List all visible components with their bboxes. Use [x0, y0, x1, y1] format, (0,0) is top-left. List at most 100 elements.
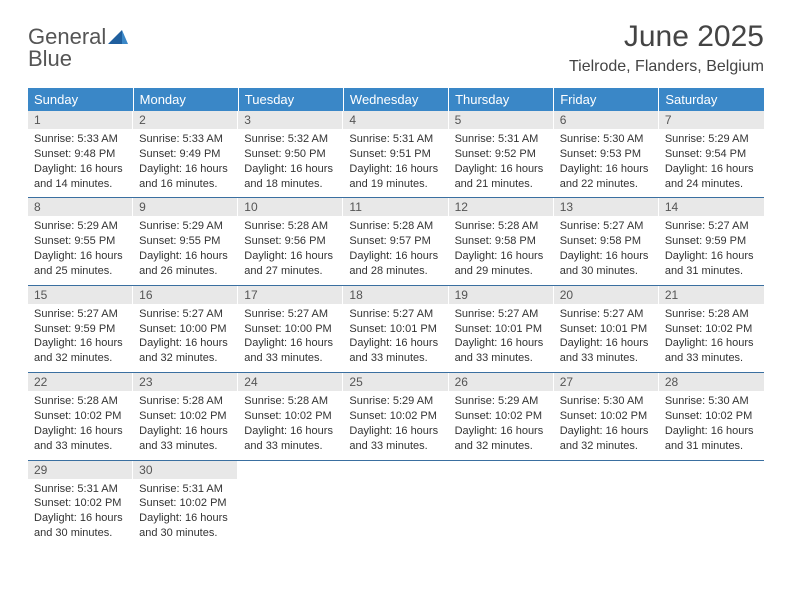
sunrise-text: Sunrise: 5:29 AM — [34, 219, 127, 234]
day-details: Sunrise: 5:31 AMSunset: 10:02 PMDaylight… — [133, 479, 238, 547]
daylight-line2: and 29 minutes. — [455, 264, 548, 279]
daylight-line2: and 33 minutes. — [560, 351, 653, 366]
sunset-text: Sunset: 9:52 PM — [455, 147, 548, 162]
location-text: Tielrode, Flanders, Belgium — [569, 58, 764, 76]
calendar-day-cell: 6Sunrise: 5:30 AMSunset: 9:53 PMDaylight… — [554, 111, 659, 198]
sunrise-text: Sunrise: 5:27 AM — [665, 219, 758, 234]
day-details: Sunrise: 5:27 AMSunset: 10:01 PMDaylight… — [449, 304, 554, 372]
day-number: 17 — [238, 286, 343, 304]
sunrise-text: Sunrise: 5:29 AM — [455, 394, 548, 409]
calendar-day-cell: 28Sunrise: 5:30 AMSunset: 10:02 PMDaylig… — [659, 373, 764, 460]
daylight-line1: Daylight: 16 hours — [560, 162, 653, 177]
sunset-text: Sunset: 10:02 PM — [139, 409, 232, 424]
day-details: Sunrise: 5:27 AMSunset: 9:59 PMDaylight:… — [28, 304, 133, 372]
day-number: 21 — [659, 286, 764, 304]
weekday-header: Saturday — [659, 88, 764, 111]
daylight-line2: and 24 minutes. — [665, 177, 758, 192]
sunrise-text: Sunrise: 5:31 AM — [139, 482, 232, 497]
day-number: 24 — [238, 373, 343, 391]
daylight-line2: and 28 minutes. — [349, 264, 442, 279]
sunset-text: Sunset: 9:55 PM — [139, 234, 232, 249]
day-number: 18 — [343, 286, 448, 304]
day-details: Sunrise: 5:28 AMSunset: 10:02 PMDaylight… — [28, 391, 133, 459]
weekday-header: Sunday — [28, 88, 133, 111]
daylight-line2: and 25 minutes. — [34, 264, 127, 279]
day-details: Sunrise: 5:27 AMSunset: 10:00 PMDaylight… — [238, 304, 343, 372]
day-number: 15 — [28, 286, 133, 304]
daylight-line1: Daylight: 16 hours — [455, 162, 548, 177]
page-header: General Blue June 2025 Tielrode, Flander… — [28, 20, 764, 80]
daylight-line2: and 26 minutes. — [139, 264, 232, 279]
sunrise-text: Sunrise: 5:27 AM — [455, 307, 548, 322]
day-details: Sunrise: 5:28 AMSunset: 10:02 PMDaylight… — [238, 391, 343, 459]
calendar-day-cell: 1Sunrise: 5:33 AMSunset: 9:48 PMDaylight… — [28, 111, 133, 198]
day-details: Sunrise: 5:29 AMSunset: 9:55 PMDaylight:… — [133, 216, 238, 284]
weekday-header: Tuesday — [238, 88, 343, 111]
weekday-header: Friday — [554, 88, 659, 111]
sunset-text: Sunset: 9:48 PM — [34, 147, 127, 162]
sunset-text: Sunset: 10:01 PM — [455, 322, 548, 337]
day-number: 19 — [449, 286, 554, 304]
sunrise-text: Sunrise: 5:28 AM — [34, 394, 127, 409]
daylight-line2: and 33 minutes. — [665, 351, 758, 366]
sunrise-text: Sunrise: 5:33 AM — [139, 132, 232, 147]
sunset-text: Sunset: 9:55 PM — [34, 234, 127, 249]
sunrise-text: Sunrise: 5:28 AM — [665, 307, 758, 322]
daylight-line2: and 30 minutes. — [139, 526, 232, 541]
day-number: 11 — [343, 198, 448, 216]
sunset-text: Sunset: 10:00 PM — [139, 322, 232, 337]
day-number: 1 — [28, 111, 133, 129]
sunset-text: Sunset: 9:58 PM — [560, 234, 653, 249]
calendar-day-cell: 13Sunrise: 5:27 AMSunset: 9:58 PMDayligh… — [554, 198, 659, 285]
calendar-day-cell: 24Sunrise: 5:28 AMSunset: 10:02 PMDaylig… — [238, 373, 343, 460]
daylight-line1: Daylight: 16 hours — [244, 424, 337, 439]
sunrise-text: Sunrise: 5:31 AM — [349, 132, 442, 147]
day-details: Sunrise: 5:27 AMSunset: 9:58 PMDaylight:… — [554, 216, 659, 284]
day-details: Sunrise: 5:31 AMSunset: 10:02 PMDaylight… — [28, 479, 133, 547]
sunset-text: Sunset: 10:02 PM — [560, 409, 653, 424]
day-details: Sunrise: 5:33 AMSunset: 9:48 PMDaylight:… — [28, 129, 133, 197]
sunset-text: Sunset: 10:02 PM — [349, 409, 442, 424]
sunrise-text: Sunrise: 5:33 AM — [34, 132, 127, 147]
daylight-line2: and 32 minutes. — [34, 351, 127, 366]
calendar-day-cell: 3Sunrise: 5:32 AMSunset: 9:50 PMDaylight… — [238, 111, 343, 198]
calendar-day-cell: 18Sunrise: 5:27 AMSunset: 10:01 PMDaylig… — [343, 285, 448, 372]
daylight-line1: Daylight: 16 hours — [560, 336, 653, 351]
day-number: 25 — [343, 373, 448, 391]
sunset-text: Sunset: 9:56 PM — [244, 234, 337, 249]
calendar-day-cell: 14Sunrise: 5:27 AMSunset: 9:59 PMDayligh… — [659, 198, 764, 285]
sunset-text: Sunset: 10:02 PM — [34, 409, 127, 424]
calendar-day-cell: 12Sunrise: 5:28 AMSunset: 9:58 PMDayligh… — [449, 198, 554, 285]
calendar-day-cell: 20Sunrise: 5:27 AMSunset: 10:01 PMDaylig… — [554, 285, 659, 372]
daylight-line2: and 33 minutes. — [455, 351, 548, 366]
calendar-day-cell: 11Sunrise: 5:28 AMSunset: 9:57 PMDayligh… — [343, 198, 448, 285]
day-details: Sunrise: 5:31 AMSunset: 9:52 PMDaylight:… — [449, 129, 554, 197]
day-details: Sunrise: 5:29 AMSunset: 10:02 PMDaylight… — [449, 391, 554, 459]
sunset-text: Sunset: 9:59 PM — [34, 322, 127, 337]
day-number: 16 — [133, 286, 238, 304]
day-details: Sunrise: 5:29 AMSunset: 9:55 PMDaylight:… — [28, 216, 133, 284]
day-details: Sunrise: 5:27 AMSunset: 9:59 PMDaylight:… — [659, 216, 764, 284]
calendar-week-row: 15Sunrise: 5:27 AMSunset: 9:59 PMDayligh… — [28, 285, 764, 372]
sunset-text: Sunset: 10:01 PM — [560, 322, 653, 337]
calendar-week-row: 22Sunrise: 5:28 AMSunset: 10:02 PMDaylig… — [28, 373, 764, 460]
day-details: Sunrise: 5:30 AMSunset: 9:53 PMDaylight:… — [554, 129, 659, 197]
daylight-line2: and 33 minutes. — [349, 351, 442, 366]
daylight-line2: and 18 minutes. — [244, 177, 337, 192]
sunrise-text: Sunrise: 5:28 AM — [349, 219, 442, 234]
calendar-day-cell: 21Sunrise: 5:28 AMSunset: 10:02 PMDaylig… — [659, 285, 764, 372]
daylight-line1: Daylight: 16 hours — [34, 162, 127, 177]
calendar-week-row: 8Sunrise: 5:29 AMSunset: 9:55 PMDaylight… — [28, 198, 764, 285]
daylight-line1: Daylight: 16 hours — [244, 336, 337, 351]
calendar-day-cell: 19Sunrise: 5:27 AMSunset: 10:01 PMDaylig… — [449, 285, 554, 372]
day-details: Sunrise: 5:29 AMSunset: 9:54 PMDaylight:… — [659, 129, 764, 197]
sunrise-text: Sunrise: 5:28 AM — [455, 219, 548, 234]
daylight-line1: Daylight: 16 hours — [349, 336, 442, 351]
daylight-line1: Daylight: 16 hours — [139, 162, 232, 177]
sunrise-text: Sunrise: 5:32 AM — [244, 132, 337, 147]
sunset-text: Sunset: 9:49 PM — [139, 147, 232, 162]
sunset-text: Sunset: 9:57 PM — [349, 234, 442, 249]
brand-word2: Blue — [28, 48, 128, 70]
day-number: 12 — [449, 198, 554, 216]
daylight-line2: and 32 minutes. — [139, 351, 232, 366]
